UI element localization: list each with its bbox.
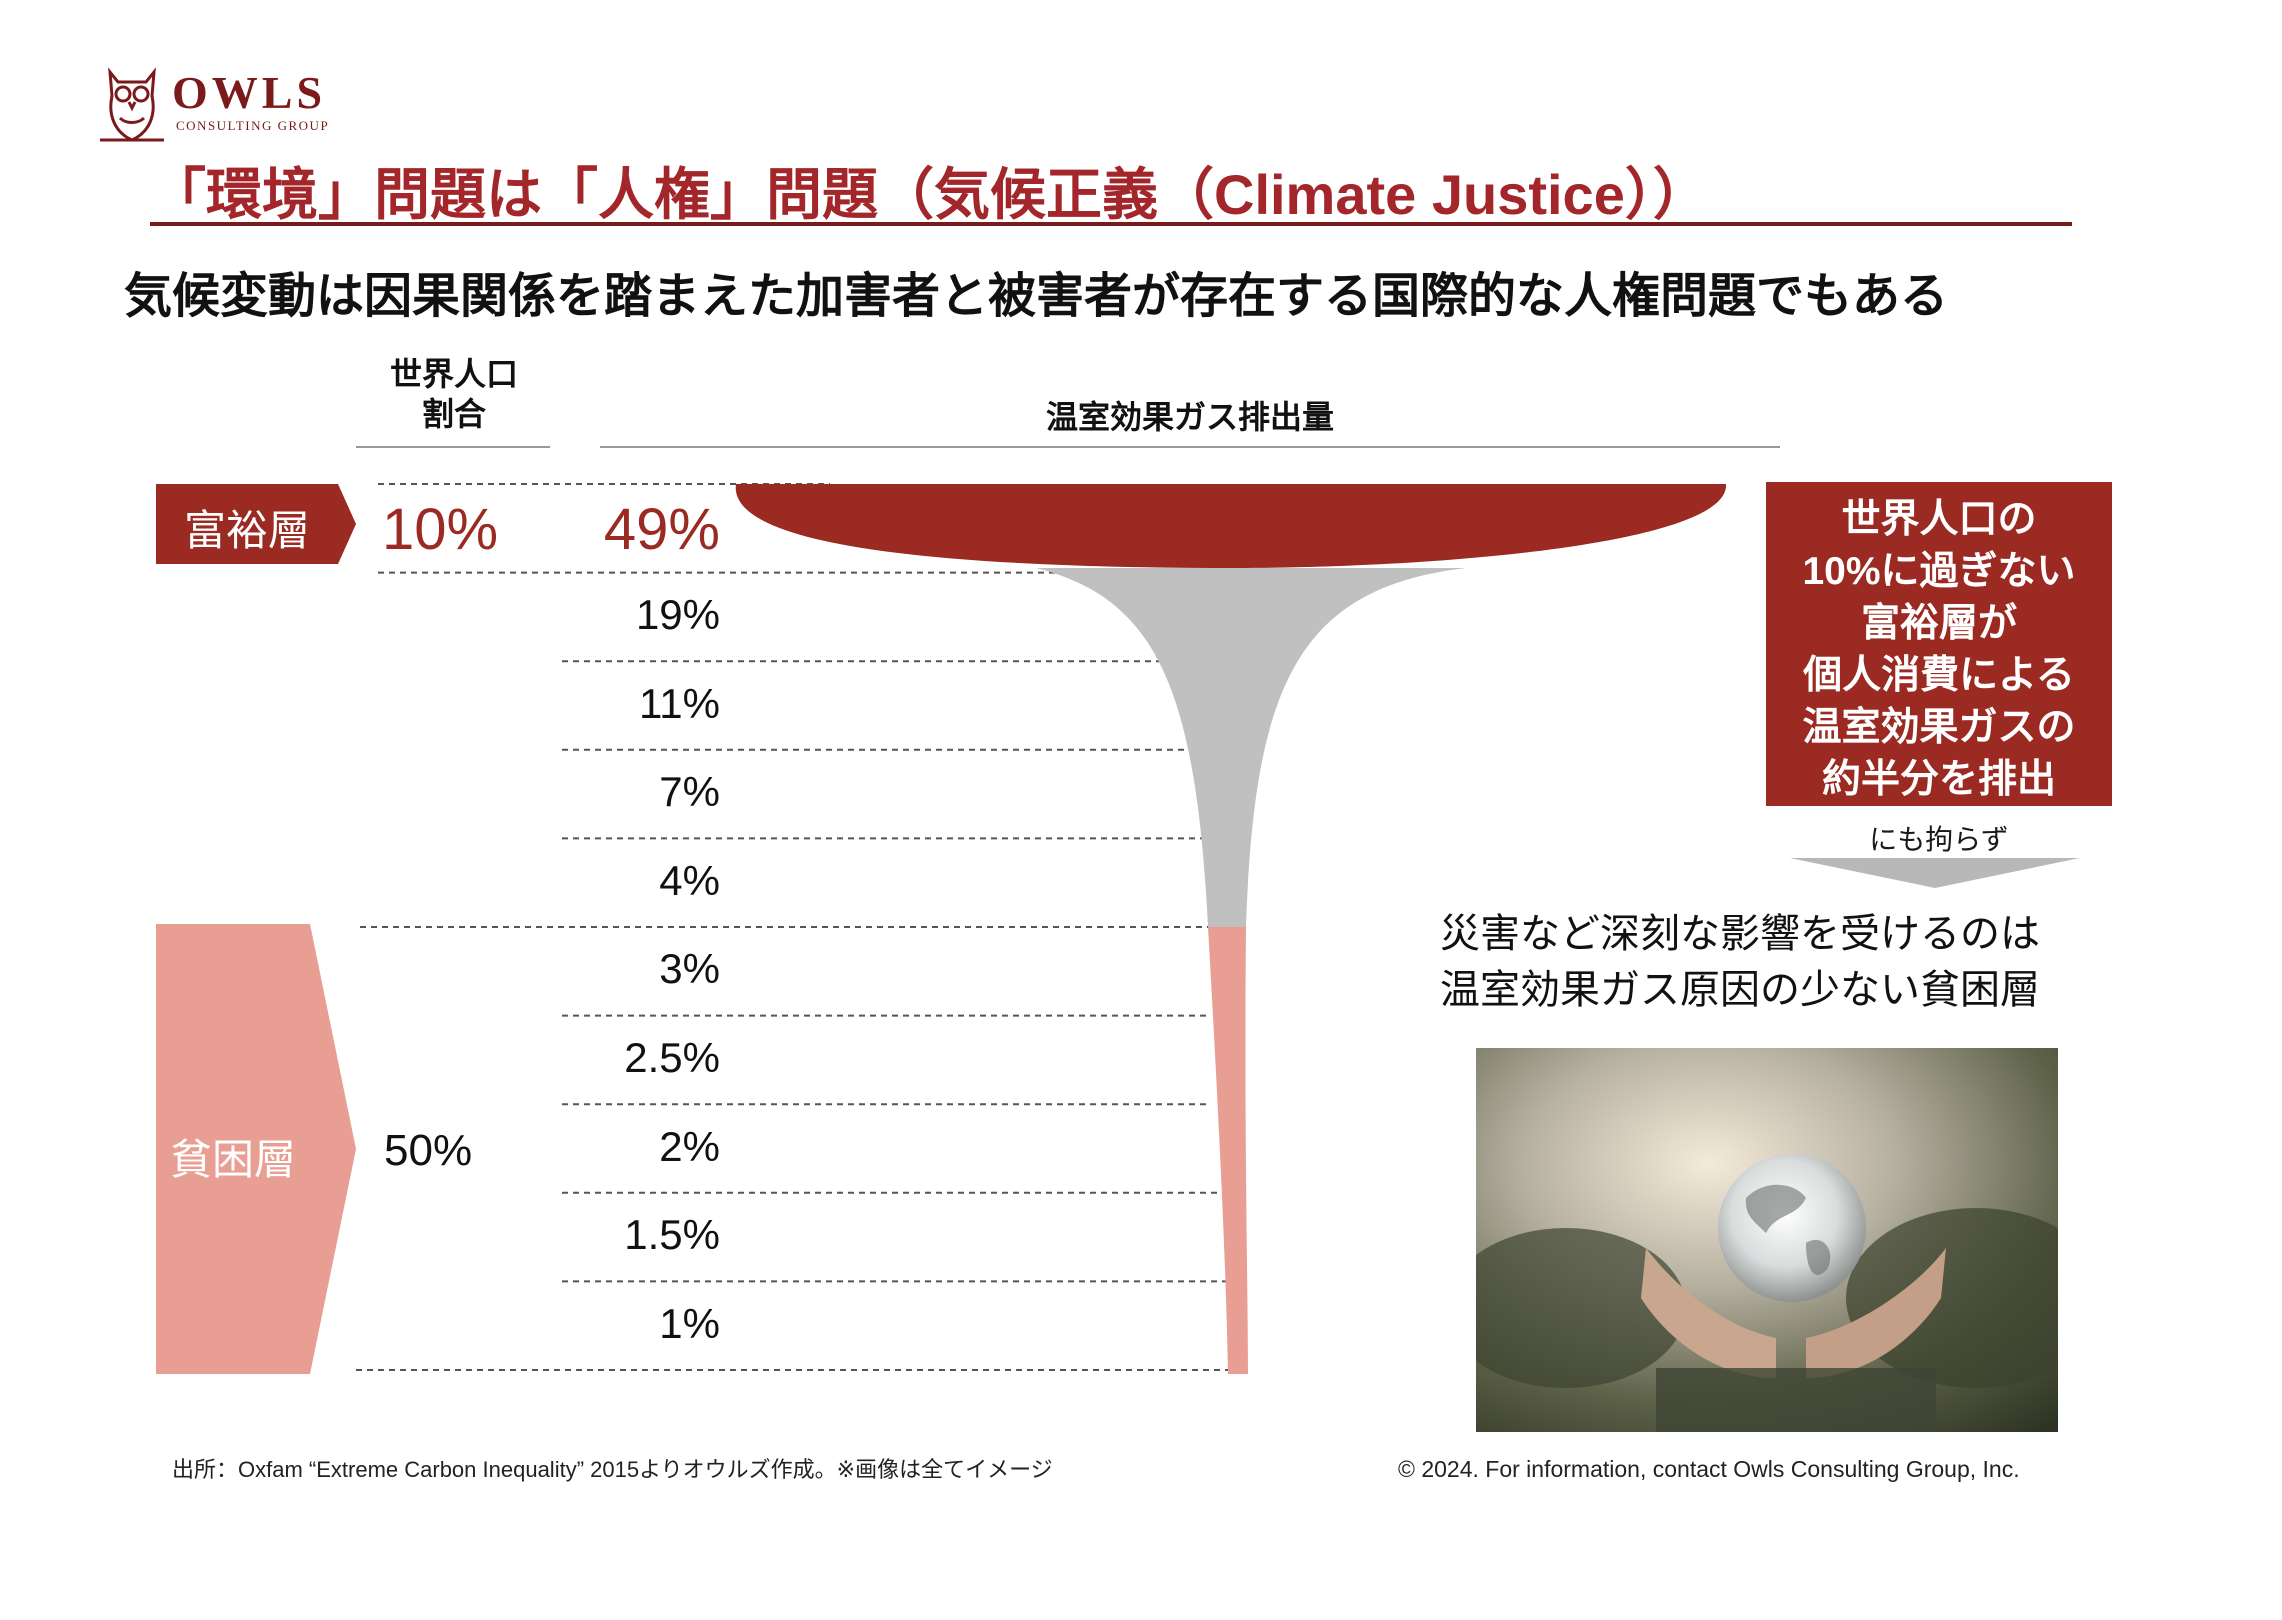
funnel-poor-segment (1208, 927, 1248, 1374)
emission-value-label: 3% (659, 945, 720, 993)
emission-value-label: 7% (659, 768, 720, 816)
source-note: 出所：Oxfam “Extreme Carbon Inequality” 201… (172, 1457, 1053, 1482)
page-title: 「環境」問題は「人権」問題（気候正義（Climate Justice）） (150, 163, 1709, 226)
poor-tier-label: 貧困層 (169, 1136, 296, 1183)
funnel-middle-segment (1036, 568, 1466, 927)
population-header-line2: 割合 (421, 396, 486, 432)
rich-tier-label: 富裕層 (183, 507, 310, 554)
logo-name: OWLS (172, 67, 327, 118)
emission-value-label: 4% (659, 856, 720, 904)
emission-value-label: 2.5% (624, 1033, 720, 1081)
despite-label: にも拘らず (1869, 824, 2009, 855)
emission-value-label: 1.5% (624, 1211, 720, 1259)
emission-value-label: 11% (639, 679, 720, 727)
down-arrow-icon (1790, 858, 2080, 888)
population-header-rule (356, 446, 550, 448)
title-divider (150, 222, 2072, 226)
emission-value-label: 1% (659, 1299, 720, 1347)
poor-tier-arrow (156, 924, 356, 1374)
owl-logo-icon (100, 67, 164, 142)
rich-tier-arrow (156, 484, 356, 564)
globe-in-hands-photo (1476, 1048, 2058, 1432)
emission-value-label: 49% (603, 497, 720, 563)
conclusion-text: 災害など深刻な影響を受けるのは 温室効果ガス原因の少ない貧困層 (1440, 912, 2040, 1012)
poor-population-share: 50% (384, 1126, 473, 1175)
rich-population-share: 10% (382, 497, 499, 562)
population-column-header: 世界人口 割合 (356, 354, 552, 434)
funnel-rich-segment (735, 484, 1727, 568)
copyright-notice: © 2024. For information, contact Owls Co… (1398, 1456, 2020, 1482)
logo-subtitle: CONSULTING GROUP (176, 118, 330, 133)
emissions-column-header: 温室効果ガス排出量 (1045, 399, 1334, 435)
emissions-header-rule (600, 446, 1780, 448)
callout-box: 世界人口の 10%に過ぎない 富裕層が 個人消費による 温室効果ガスの 約半分を… (1766, 482, 2112, 806)
population-header-line1: 世界人口 (389, 356, 518, 392)
page-subtitle: 気候変動は因果関係を踏まえた加害者と被害者が存在する国際的な人権問題でもある (124, 270, 1949, 323)
emission-value-label: 19% (635, 590, 720, 638)
emission-value-label: 2% (659, 1122, 720, 1170)
